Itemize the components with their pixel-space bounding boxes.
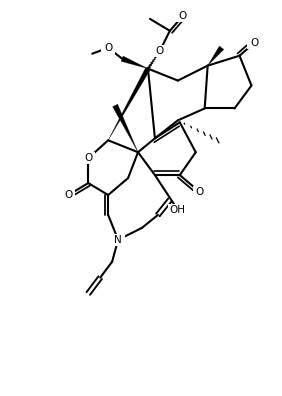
Polygon shape — [121, 56, 148, 69]
FancyBboxPatch shape — [111, 234, 125, 246]
FancyBboxPatch shape — [81, 152, 95, 164]
FancyBboxPatch shape — [248, 37, 261, 49]
Polygon shape — [113, 104, 138, 152]
Text: O: O — [156, 46, 164, 56]
Text: O: O — [196, 187, 204, 197]
Text: O: O — [104, 43, 112, 53]
Text: O: O — [64, 190, 72, 200]
Polygon shape — [208, 46, 224, 66]
FancyBboxPatch shape — [193, 186, 207, 198]
FancyBboxPatch shape — [168, 204, 188, 216]
Text: O: O — [250, 38, 259, 48]
FancyBboxPatch shape — [101, 42, 115, 54]
Text: N: N — [114, 235, 122, 245]
FancyBboxPatch shape — [61, 189, 75, 201]
Text: O: O — [84, 153, 92, 163]
Text: O: O — [179, 11, 187, 21]
Text: OH: OH — [170, 205, 186, 215]
FancyBboxPatch shape — [176, 10, 190, 22]
FancyBboxPatch shape — [153, 45, 167, 57]
Polygon shape — [108, 67, 150, 140]
